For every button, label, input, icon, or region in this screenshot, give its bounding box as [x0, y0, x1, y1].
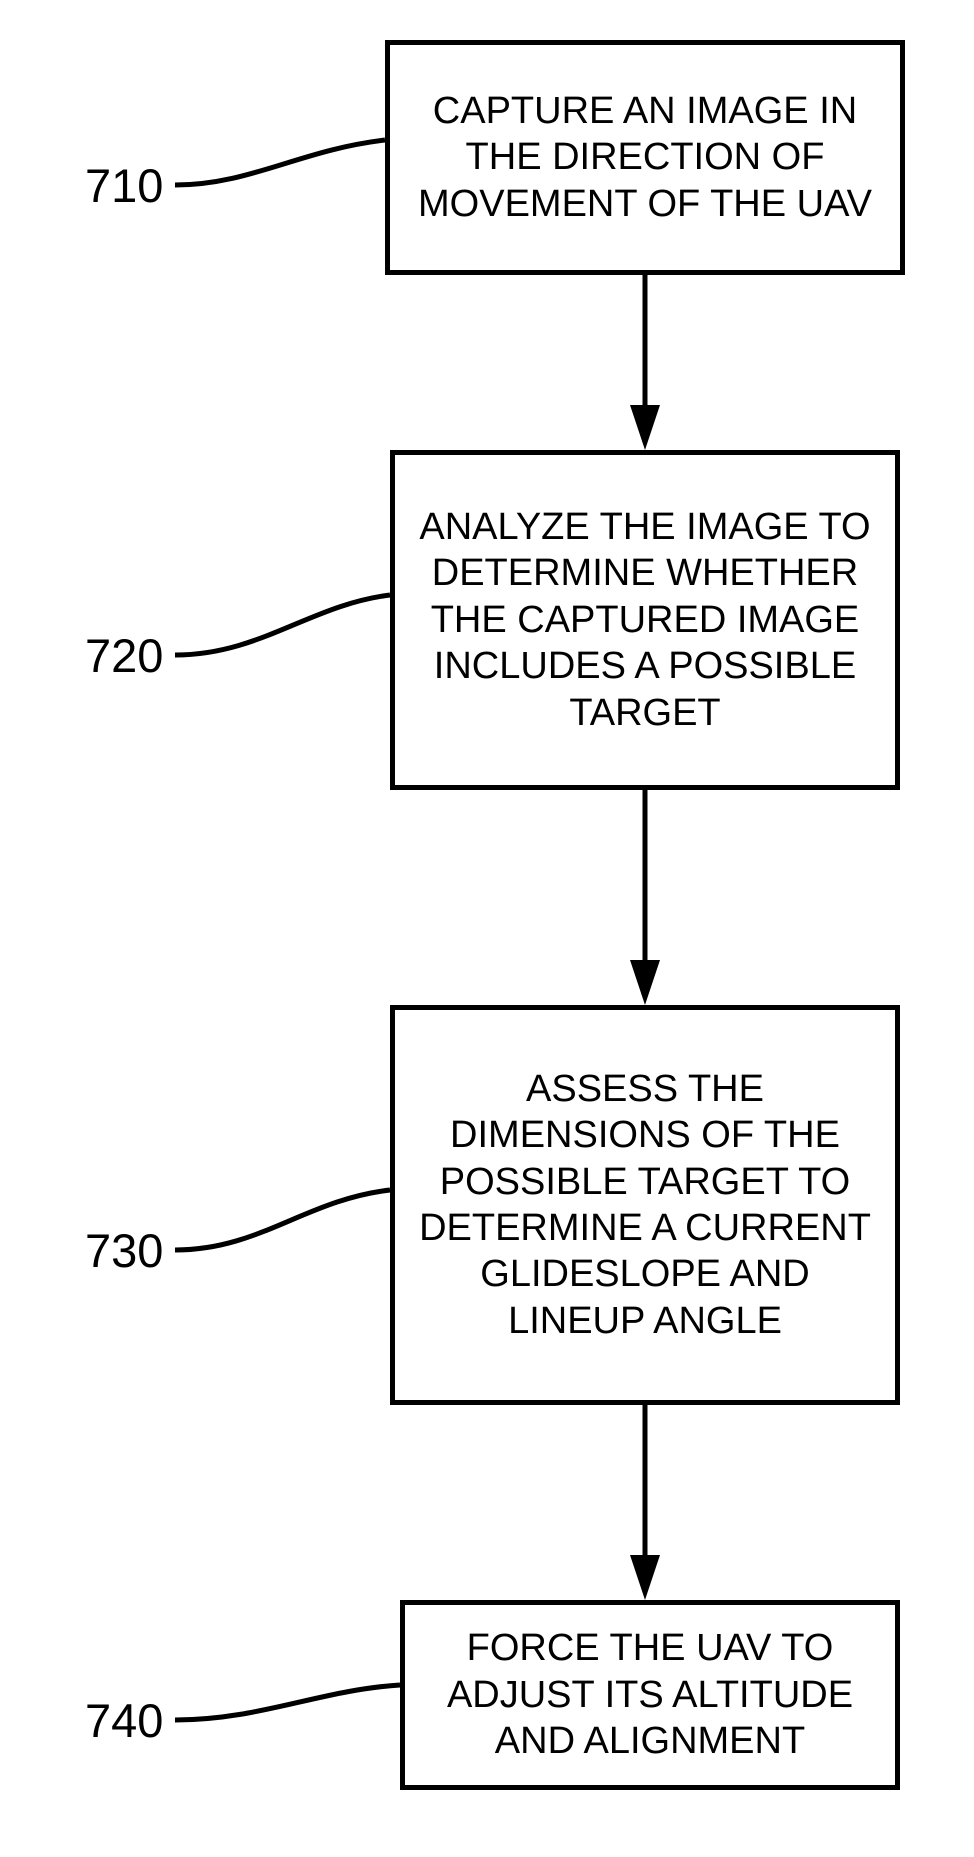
flowchart-canvas: CAPTURE AN IMAGE IN THE DIRECTION OF MOV… [0, 0, 974, 1857]
flowchart-node-710-text: CAPTURE AN IMAGE IN THE DIRECTION OF MOV… [404, 88, 886, 227]
label-710: 710 [85, 158, 163, 213]
leader-720 [175, 595, 390, 655]
leader-710 [175, 140, 385, 185]
flowchart-node-730-text: ASSESS THE DIMENSIONS OF THE POSSIBLE TA… [409, 1066, 881, 1344]
leader-730 [175, 1190, 390, 1250]
leader-740 [175, 1685, 400, 1720]
label-710-text: 710 [85, 159, 163, 212]
flowchart-node-740: FORCE THE UAV TO ADJUST ITS ALTITUDE AND… [400, 1600, 900, 1790]
label-740: 740 [85, 1693, 163, 1748]
label-730-text: 730 [85, 1224, 163, 1277]
flowchart-node-710: CAPTURE AN IMAGE IN THE DIRECTION OF MOV… [385, 40, 905, 275]
arrow-710-720 [630, 275, 660, 450]
flowchart-node-720: ANALYZE THE IMAGE TO DETERMINE WHETHER T… [390, 450, 900, 790]
flowchart-node-720-text: ANALYZE THE IMAGE TO DETERMINE WHETHER T… [409, 504, 881, 736]
label-720-text: 720 [85, 629, 163, 682]
label-730: 730 [85, 1223, 163, 1278]
flowchart-connectors [0, 0, 974, 1857]
arrow-720-730 [630, 790, 660, 1005]
label-740-text: 740 [85, 1694, 163, 1747]
flowchart-node-730: ASSESS THE DIMENSIONS OF THE POSSIBLE TA… [390, 1005, 900, 1405]
flowchart-node-740-text: FORCE THE UAV TO ADJUST ITS ALTITUDE AND… [419, 1625, 881, 1764]
label-720: 720 [85, 628, 163, 683]
arrow-730-740 [630, 1405, 660, 1600]
